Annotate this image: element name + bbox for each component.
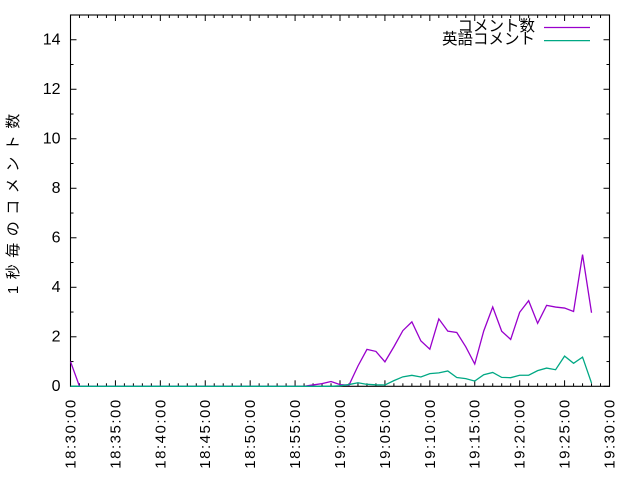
svg-text:10: 10 [43,130,61,147]
svg-text:8: 8 [52,180,61,197]
svg-text:0: 0 [52,378,61,395]
svg-text:英語コメント: 英語コメント [442,30,535,48]
svg-text:2: 2 [52,328,61,345]
svg-text:18:50:00: 18:50:00 [242,398,259,468]
svg-text:19:05:00: 19:05:00 [377,398,394,468]
svg-text:14: 14 [43,31,61,48]
svg-text:6: 6 [52,229,61,246]
svg-text:4: 4 [52,279,61,296]
svg-text:19:20:00: 19:20:00 [512,398,529,468]
svg-text:1秒毎のコメント数: 1秒毎のコメント数 [5,107,22,294]
svg-text:19:25:00: 19:25:00 [557,398,574,468]
svg-text:18:40:00: 18:40:00 [152,398,169,468]
svg-text:18:30:00: 18:30:00 [63,398,80,468]
svg-text:19:30:00: 19:30:00 [602,398,619,468]
svg-text:19:10:00: 19:10:00 [422,398,439,468]
svg-text:19:00:00: 19:00:00 [332,398,349,468]
svg-text:18:55:00: 18:55:00 [287,398,304,468]
svg-text:18:45:00: 18:45:00 [197,398,214,468]
svg-text:12: 12 [43,81,61,98]
svg-text:18:35:00: 18:35:00 [107,398,124,468]
svg-text:19:15:00: 19:15:00 [467,398,484,468]
